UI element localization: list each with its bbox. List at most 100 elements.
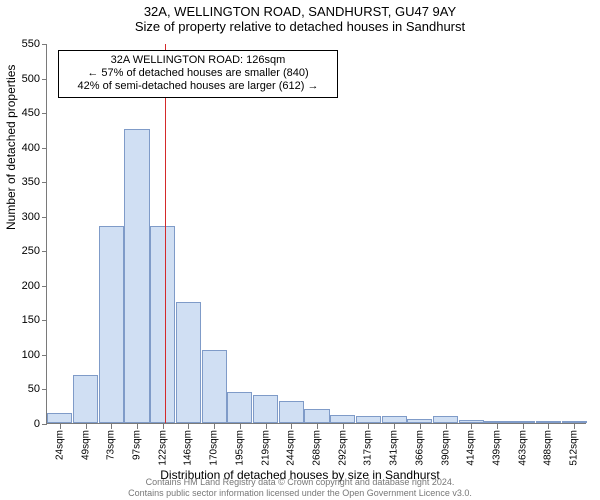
- y-tick-label: 100: [12, 349, 40, 361]
- y-tick-label: 550: [12, 38, 40, 50]
- y-tick-mark: [42, 424, 47, 425]
- x-tick-label: 317sqm: [363, 430, 374, 466]
- x-tick-label: 512sqm: [569, 430, 580, 466]
- histogram-bar: [459, 420, 484, 423]
- histogram-bar: [510, 421, 535, 423]
- annotation-line: 32A WELLINGTON ROAD: 126sqm: [65, 54, 331, 67]
- x-tick-mark: [188, 424, 189, 429]
- x-tick-mark: [523, 424, 524, 429]
- x-tick-mark: [471, 424, 472, 429]
- footer-attribution: Contains HM Land Registry data © Crown c…: [0, 477, 600, 498]
- x-tick-mark: [394, 424, 395, 429]
- y-tick-mark: [42, 182, 47, 183]
- y-tick-mark: [42, 217, 47, 218]
- y-tick-label: 200: [12, 280, 40, 292]
- y-tick-mark: [42, 251, 47, 252]
- x-tick-label: 73sqm: [106, 430, 117, 460]
- page-title: 32A, WELLINGTON ROAD, SANDHURST, GU47 9A…: [0, 4, 600, 19]
- y-tick-label: 300: [12, 211, 40, 223]
- y-tick-label: 250: [12, 245, 40, 257]
- x-tick-label: 49sqm: [80, 430, 91, 460]
- histogram-bar: [99, 226, 124, 423]
- y-tick-label: 150: [12, 314, 40, 326]
- x-tick-mark: [420, 424, 421, 429]
- x-tick-label: 439sqm: [492, 430, 503, 466]
- footer-line-2: Contains public sector information licen…: [0, 488, 600, 498]
- x-tick-label: 97sqm: [132, 430, 143, 460]
- title-block: 32A, WELLINGTON ROAD, SANDHURST, GU47 9A…: [0, 0, 600, 34]
- x-tick-label: 488sqm: [543, 430, 554, 466]
- y-tick-mark: [42, 79, 47, 80]
- x-tick-label: 390sqm: [440, 430, 451, 466]
- x-tick-mark: [163, 424, 164, 429]
- histogram-bar: [202, 350, 227, 423]
- histogram-bar: [253, 395, 278, 423]
- histogram-bar: [484, 421, 509, 423]
- y-tick-label: 350: [12, 176, 40, 188]
- x-tick-mark: [60, 424, 61, 429]
- x-tick-label: 244sqm: [286, 430, 297, 466]
- y-tick-label: 500: [12, 73, 40, 85]
- histogram-bar: [124, 129, 149, 423]
- histogram-bar: [330, 415, 355, 423]
- x-tick-mark: [240, 424, 241, 429]
- reference-line: [165, 44, 166, 423]
- histogram-bar: [433, 416, 458, 423]
- histogram-bar: [304, 409, 329, 423]
- x-tick-mark: [86, 424, 87, 429]
- x-tick-label: 268sqm: [312, 430, 323, 466]
- histogram-bar: [150, 226, 175, 423]
- histogram-bar: [176, 302, 201, 423]
- histogram-bar: [47, 413, 72, 423]
- y-tick-mark: [42, 355, 47, 356]
- histogram-bar: [407, 419, 432, 423]
- annotation-box: 32A WELLINGTON ROAD: 126sqm← 57% of deta…: [58, 50, 338, 98]
- x-tick-label: 292sqm: [337, 430, 348, 466]
- y-tick-label: 50: [12, 383, 40, 395]
- x-tick-mark: [214, 424, 215, 429]
- x-tick-label: 195sqm: [234, 430, 245, 466]
- x-tick-label: 219sqm: [260, 430, 271, 466]
- annotation-line: ← 57% of detached houses are smaller (84…: [65, 67, 331, 80]
- footer-line-1: Contains HM Land Registry data © Crown c…: [0, 477, 600, 487]
- histogram-bar: [356, 416, 381, 423]
- x-tick-mark: [317, 424, 318, 429]
- page-subtitle: Size of property relative to detached ho…: [0, 19, 600, 34]
- y-tick-mark: [42, 389, 47, 390]
- histogram-bar: [562, 421, 587, 423]
- x-tick-label: 463sqm: [517, 430, 528, 466]
- histogram-bar: [279, 401, 304, 423]
- x-tick-label: 146sqm: [183, 430, 194, 466]
- x-tick-mark: [548, 424, 549, 429]
- histogram-bar: [73, 375, 98, 423]
- y-tick-mark: [42, 44, 47, 45]
- y-tick-label: 0: [12, 418, 40, 430]
- x-tick-label: 414sqm: [466, 430, 477, 466]
- y-tick-mark: [42, 113, 47, 114]
- plot-area: 24sqm49sqm73sqm97sqm122sqm146sqm170sqm19…: [46, 44, 586, 424]
- y-tick-mark: [42, 286, 47, 287]
- x-tick-label: 170sqm: [209, 430, 220, 466]
- x-tick-mark: [574, 424, 575, 429]
- histogram-bar: [382, 416, 407, 423]
- x-tick-label: 341sqm: [389, 430, 400, 466]
- y-tick-label: 450: [12, 107, 40, 119]
- y-tick-label: 400: [12, 142, 40, 154]
- x-tick-label: 24sqm: [54, 430, 65, 460]
- x-tick-mark: [497, 424, 498, 429]
- histogram-bar: [227, 392, 252, 423]
- x-tick-mark: [111, 424, 112, 429]
- y-tick-mark: [42, 148, 47, 149]
- chart-area: 24sqm49sqm73sqm97sqm122sqm146sqm170sqm19…: [46, 44, 586, 424]
- annotation-line: 42% of semi-detached houses are larger (…: [65, 80, 331, 93]
- histogram-bar: [536, 421, 561, 423]
- x-tick-mark: [137, 424, 138, 429]
- x-tick-label: 122sqm: [157, 430, 168, 466]
- x-tick-mark: [343, 424, 344, 429]
- x-tick-label: 366sqm: [414, 430, 425, 466]
- x-tick-mark: [266, 424, 267, 429]
- x-tick-mark: [291, 424, 292, 429]
- y-tick-mark: [42, 320, 47, 321]
- x-tick-mark: [368, 424, 369, 429]
- x-tick-mark: [446, 424, 447, 429]
